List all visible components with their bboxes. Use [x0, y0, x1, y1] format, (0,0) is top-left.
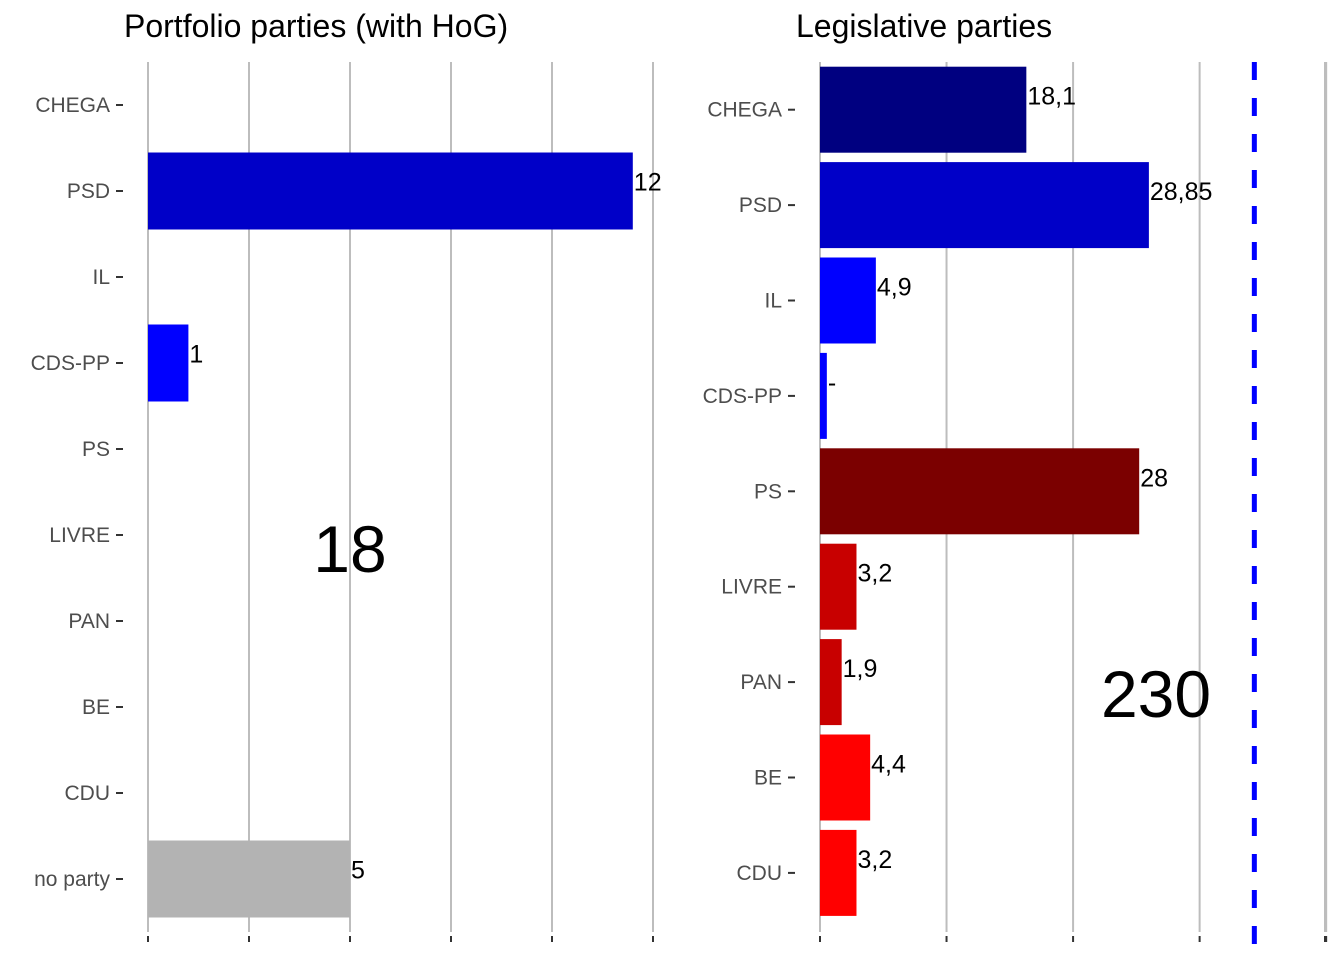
- right-value-label-cdu: 3,2: [857, 846, 892, 874]
- right-category-label-cds-pp: CDS-PP: [703, 385, 782, 408]
- left-category-label-chega: CHEGA: [35, 94, 110, 117]
- right-bar-cdu: [820, 829, 857, 916]
- right-value-label-livre: 3,2: [857, 560, 892, 588]
- left-category-label-ps: PS: [82, 438, 110, 461]
- right-bar-ps: [820, 448, 1140, 535]
- right-category-label-psd: PSD: [739, 194, 782, 217]
- right-value-label-ps: 28: [1140, 464, 1168, 492]
- left-bar-cds-pp: [148, 324, 189, 402]
- right-bar-psd: [820, 162, 1149, 249]
- left-panel: CHEGA PSD 12 IL CDS-PP 1 PS LIVRE PAN BE CDU no par…: [31, 62, 662, 942]
- right-value-label-be: 4,4: [871, 751, 906, 779]
- left-value-label-no-party: 5: [351, 857, 365, 885]
- left-bar-no-party: [148, 840, 350, 918]
- right-value-label-chega: 18,1: [1027, 83, 1076, 111]
- left-value-label-cds-pp: 1: [189, 341, 203, 369]
- right-value-label-il: 4,9: [877, 274, 912, 302]
- right-bar-livre: [820, 543, 857, 630]
- right-bar-pan: [820, 639, 842, 726]
- left-category-label-be: BE: [82, 696, 110, 719]
- left-category-label-livre: LIVRE: [49, 524, 110, 547]
- right-value-label-cds-pp: -: [828, 369, 836, 397]
- right-value-label-pan: 1,9: [843, 655, 878, 683]
- left-total-label: 18: [313, 512, 386, 586]
- right-panel-title: Legislative parties: [796, 8, 1053, 44]
- left-category-label-pan: PAN: [68, 610, 110, 633]
- right-bar-be: [820, 734, 871, 821]
- right-bar-cds-pp: [820, 352, 827, 439]
- left-category-label-no-party: no party: [34, 868, 110, 891]
- right-category-label-livre: LIVRE: [721, 576, 782, 599]
- left-category-label-il: IL: [92, 266, 110, 289]
- right-total-label: 230: [1101, 657, 1211, 731]
- right-category-label-pan: PAN: [740, 671, 782, 694]
- left-category-label-cds-pp: CDS-PP: [31, 352, 110, 375]
- left-bar-psd: [148, 152, 633, 230]
- left-category-label-cdu: CDU: [65, 782, 111, 805]
- right-category-label-be: BE: [754, 767, 782, 790]
- right-bar-il: [820, 257, 876, 344]
- left-value-label-psd: 12: [634, 169, 662, 197]
- left-panel-title: Portfolio parties (with HoG): [124, 8, 509, 44]
- right-category-label-chega: CHEGA: [707, 99, 782, 122]
- right-value-label-psd: 28,85: [1150, 178, 1213, 206]
- left-category-label-psd: PSD: [67, 180, 110, 203]
- right-category-label-cdu: CDU: [737, 862, 783, 885]
- right-panel: CHEGA 18,1 PSD 28,85 IL 4,9 CDS-PP - PS 28 LIVRE 3,…: [703, 62, 1328, 944]
- right-category-label-ps: PS: [754, 480, 782, 503]
- right-category-label-il: IL: [764, 290, 782, 313]
- right-bar-chega: [820, 66, 1027, 153]
